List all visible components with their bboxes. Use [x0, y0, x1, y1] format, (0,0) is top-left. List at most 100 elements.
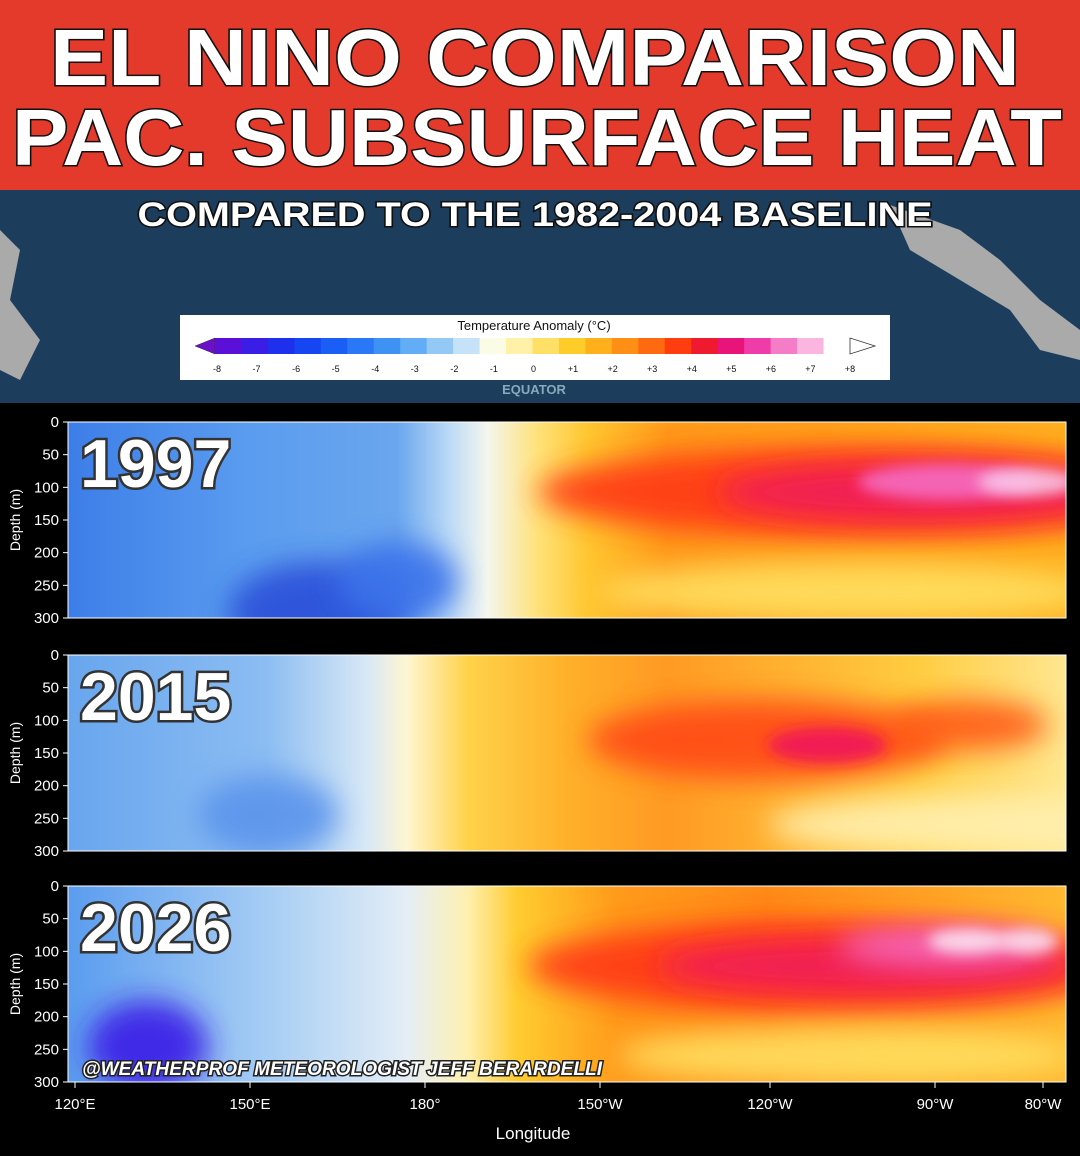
- colorbar-tick-label: +7: [805, 364, 815, 374]
- y-tick-label: 100: [34, 479, 59, 496]
- title: PAC. SUBSURFACE HEAT: [12, 93, 1062, 182]
- colorbar-tick-label: +1: [568, 364, 578, 374]
- y-tick-label: 300: [34, 1074, 59, 1091]
- credit: @WEATHERPROF METEOROLOGIST JEFF BERARDEL…: [82, 1059, 603, 1080]
- colorbar-tick-label: -1: [490, 364, 498, 374]
- x-tick-label: 150°E: [229, 1096, 270, 1113]
- year-label: 1997: [80, 426, 231, 502]
- colorbar-cell: [611, 338, 639, 354]
- colorbar: -8 -7 -6 -5 -4 -3 -2 -1 0 +1 +2 +3 +4 +5 +6 +7 +8: [194, 337, 877, 374]
- y-tick-label: 0: [51, 878, 59, 895]
- colorbar-cell: [479, 338, 507, 354]
- caption: EQUATOR: [502, 382, 566, 397]
- y-tick-label: 50: [42, 447, 59, 464]
- colorbar-cell: [532, 338, 560, 354]
- y-tick-label: 200: [34, 545, 59, 562]
- y-axis-label: Depth (m): [7, 722, 23, 784]
- y-axis-label: Depth (m): [7, 489, 23, 551]
- colorbar-tick-label: +3: [647, 364, 657, 374]
- colorbar-cell: [585, 338, 613, 354]
- anomaly-region: [338, 542, 458, 618]
- x-tick-label: 80°W: [1025, 1096, 1063, 1113]
- y-tick-label: 200: [34, 778, 59, 795]
- y-tick-label: 200: [34, 1009, 59, 1026]
- y-tick-label: 150: [34, 745, 59, 762]
- y-tick-label: 250: [34, 810, 59, 827]
- y-tick-label: 0: [51, 647, 59, 664]
- anomaly-region: [978, 468, 1066, 496]
- year-label: 2026: [80, 890, 231, 966]
- y-tick-label: 100: [34, 712, 59, 729]
- y-tick-label: 50: [42, 680, 59, 697]
- y-tick-label: 150: [34, 976, 59, 993]
- colorbar-cell: [215, 338, 242, 354]
- colorbar-tick-label: -7: [253, 364, 261, 374]
- y-tick-label: 100: [34, 943, 59, 960]
- year-label: 2015: [80, 659, 231, 735]
- anomaly-region: [598, 562, 1066, 618]
- panels: 1997 0 50 100 150 200 250 300 Depth (m) 2015 0 50 10…: [7, 414, 1067, 1113]
- land: [890, 205, 1080, 360]
- heatmap: [68, 655, 1066, 851]
- colorbar-cell: [373, 338, 401, 354]
- anomaly-region: [888, 700, 1048, 750]
- anomaly-region: [88, 1001, 208, 1082]
- colorbar-tick-label: -6: [292, 364, 300, 374]
- colorbar-cell: [453, 338, 481, 354]
- anomaly-region: [998, 929, 1058, 953]
- x-tick-label: 120°W: [747, 1096, 793, 1113]
- x-tick-label: 180°: [409, 1096, 440, 1113]
- colorbar-tick-label: +6: [766, 364, 776, 374]
- y-tick-label: 0: [51, 414, 59, 431]
- colorbar-cell: [638, 338, 666, 354]
- colorbar-cell: [770, 338, 798, 354]
- colorbar-cell: [294, 338, 322, 354]
- colorbar-tick-label: +5: [726, 364, 736, 374]
- colorbar-end: [849, 337, 877, 355]
- colorbar-title: Temperature Anomaly (°C): [457, 318, 610, 333]
- y-tick-label: 300: [34, 610, 59, 627]
- heatmap-panel: 1997 0 50 100 150 200 250 300 Depth (m): [7, 414, 1067, 627]
- anomaly-region: [588, 700, 948, 780]
- colorbar-cell: [426, 338, 454, 354]
- colorbar-tick-label: 0: [531, 364, 536, 374]
- colorbar-tick-label: +8: [845, 364, 855, 374]
- y-tick-label: 50: [42, 911, 59, 928]
- banner: [0, 0, 1080, 190]
- colorbar-cell: [400, 338, 428, 354]
- colorbar-cell: [823, 338, 851, 354]
- x-tick-label: 120°E: [54, 1096, 95, 1113]
- colorbar-tick-label: -3: [411, 364, 419, 374]
- y-tick-label: 150: [34, 512, 59, 529]
- colorbar-cell: [267, 338, 295, 354]
- x-axis-label: Longitude: [496, 1124, 571, 1143]
- heatmap: [68, 886, 1066, 1082]
- colorbar-cell: [691, 338, 719, 354]
- title: EL NINO COMPARISON: [50, 13, 1020, 102]
- colorbar-tick-label: -5: [332, 364, 340, 374]
- heatmap: [68, 422, 1066, 618]
- colorbar-cell: [241, 338, 269, 354]
- colorbar-cell: [744, 338, 772, 354]
- colorbar-tick-label: -4: [371, 364, 379, 374]
- anomaly-region: [768, 727, 888, 763]
- land: [0, 230, 40, 380]
- heatmap-panel: 2026 0 50 100 150 200 250 300 Depth (m): [7, 878, 1067, 1091]
- colorbar-tick-label: -8: [213, 364, 221, 374]
- colorbar-cell: [320, 338, 348, 354]
- colorbar-cell: [797, 338, 825, 354]
- colorbar-tick-label: +4: [687, 364, 697, 374]
- subtitle: COMPARED TO THE 1982-2004 BASELINE: [138, 196, 933, 234]
- colorbar-cell: [558, 338, 586, 354]
- colorbar-tick-label: -2: [450, 364, 458, 374]
- y-axis-label: Depth (m): [7, 953, 23, 1015]
- colorbar-cell: [506, 338, 533, 354]
- anomaly-region: [928, 929, 1008, 953]
- x-tick-label: 150°W: [577, 1096, 623, 1113]
- x-tick-label: 90°W: [917, 1096, 955, 1113]
- y-tick-label: 300: [34, 843, 59, 860]
- colorbar-cell: [717, 338, 745, 354]
- y-tick-label: 250: [34, 1041, 59, 1058]
- anomaly-region: [198, 775, 338, 851]
